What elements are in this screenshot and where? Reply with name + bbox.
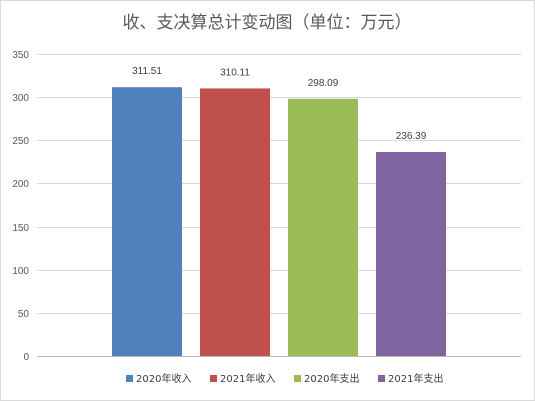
y-tick-label: 300 [12,93,29,104]
bar-2 [200,88,270,356]
chart-title: 收、支决算总计变动图（单位：万元） [123,13,412,33]
gridlines [37,54,521,357]
bars [112,87,446,357]
legend-label: 2020年支出 [304,372,359,385]
legend-label: 2021年支出 [388,372,443,385]
legend-label: 2021年收入 [220,372,275,385]
legend-swatch [294,375,301,382]
y-axis: 0 50 100 150 200 250 300 350 [12,50,29,363]
bar-1 [112,87,182,357]
data-label: 298.09 [308,78,339,89]
data-labels: 311.51 310.11 298.09 236.39 [132,66,427,142]
legend: 2020年收入 2021年收入 2020年支出 2021年支出 [126,372,443,385]
y-tick-label: 100 [12,266,29,277]
y-tick-label: 200 [12,179,29,190]
data-label: 310.11 [220,67,250,78]
y-tick-label: 250 [12,136,29,147]
y-tick-label: 350 [12,50,29,61]
y-tick-label: 0 [23,352,29,363]
bar-4 [376,152,446,356]
data-label: 236.39 [396,131,427,142]
legend-swatch [126,375,133,382]
legend-label: 2020年收入 [136,372,191,385]
y-tick-label: 50 [18,309,30,320]
data-label: 311.51 [132,66,162,77]
legend-swatch [210,375,217,382]
legend-swatch [378,375,385,382]
bar-3 [288,98,358,356]
y-tick-label: 150 [12,223,29,234]
